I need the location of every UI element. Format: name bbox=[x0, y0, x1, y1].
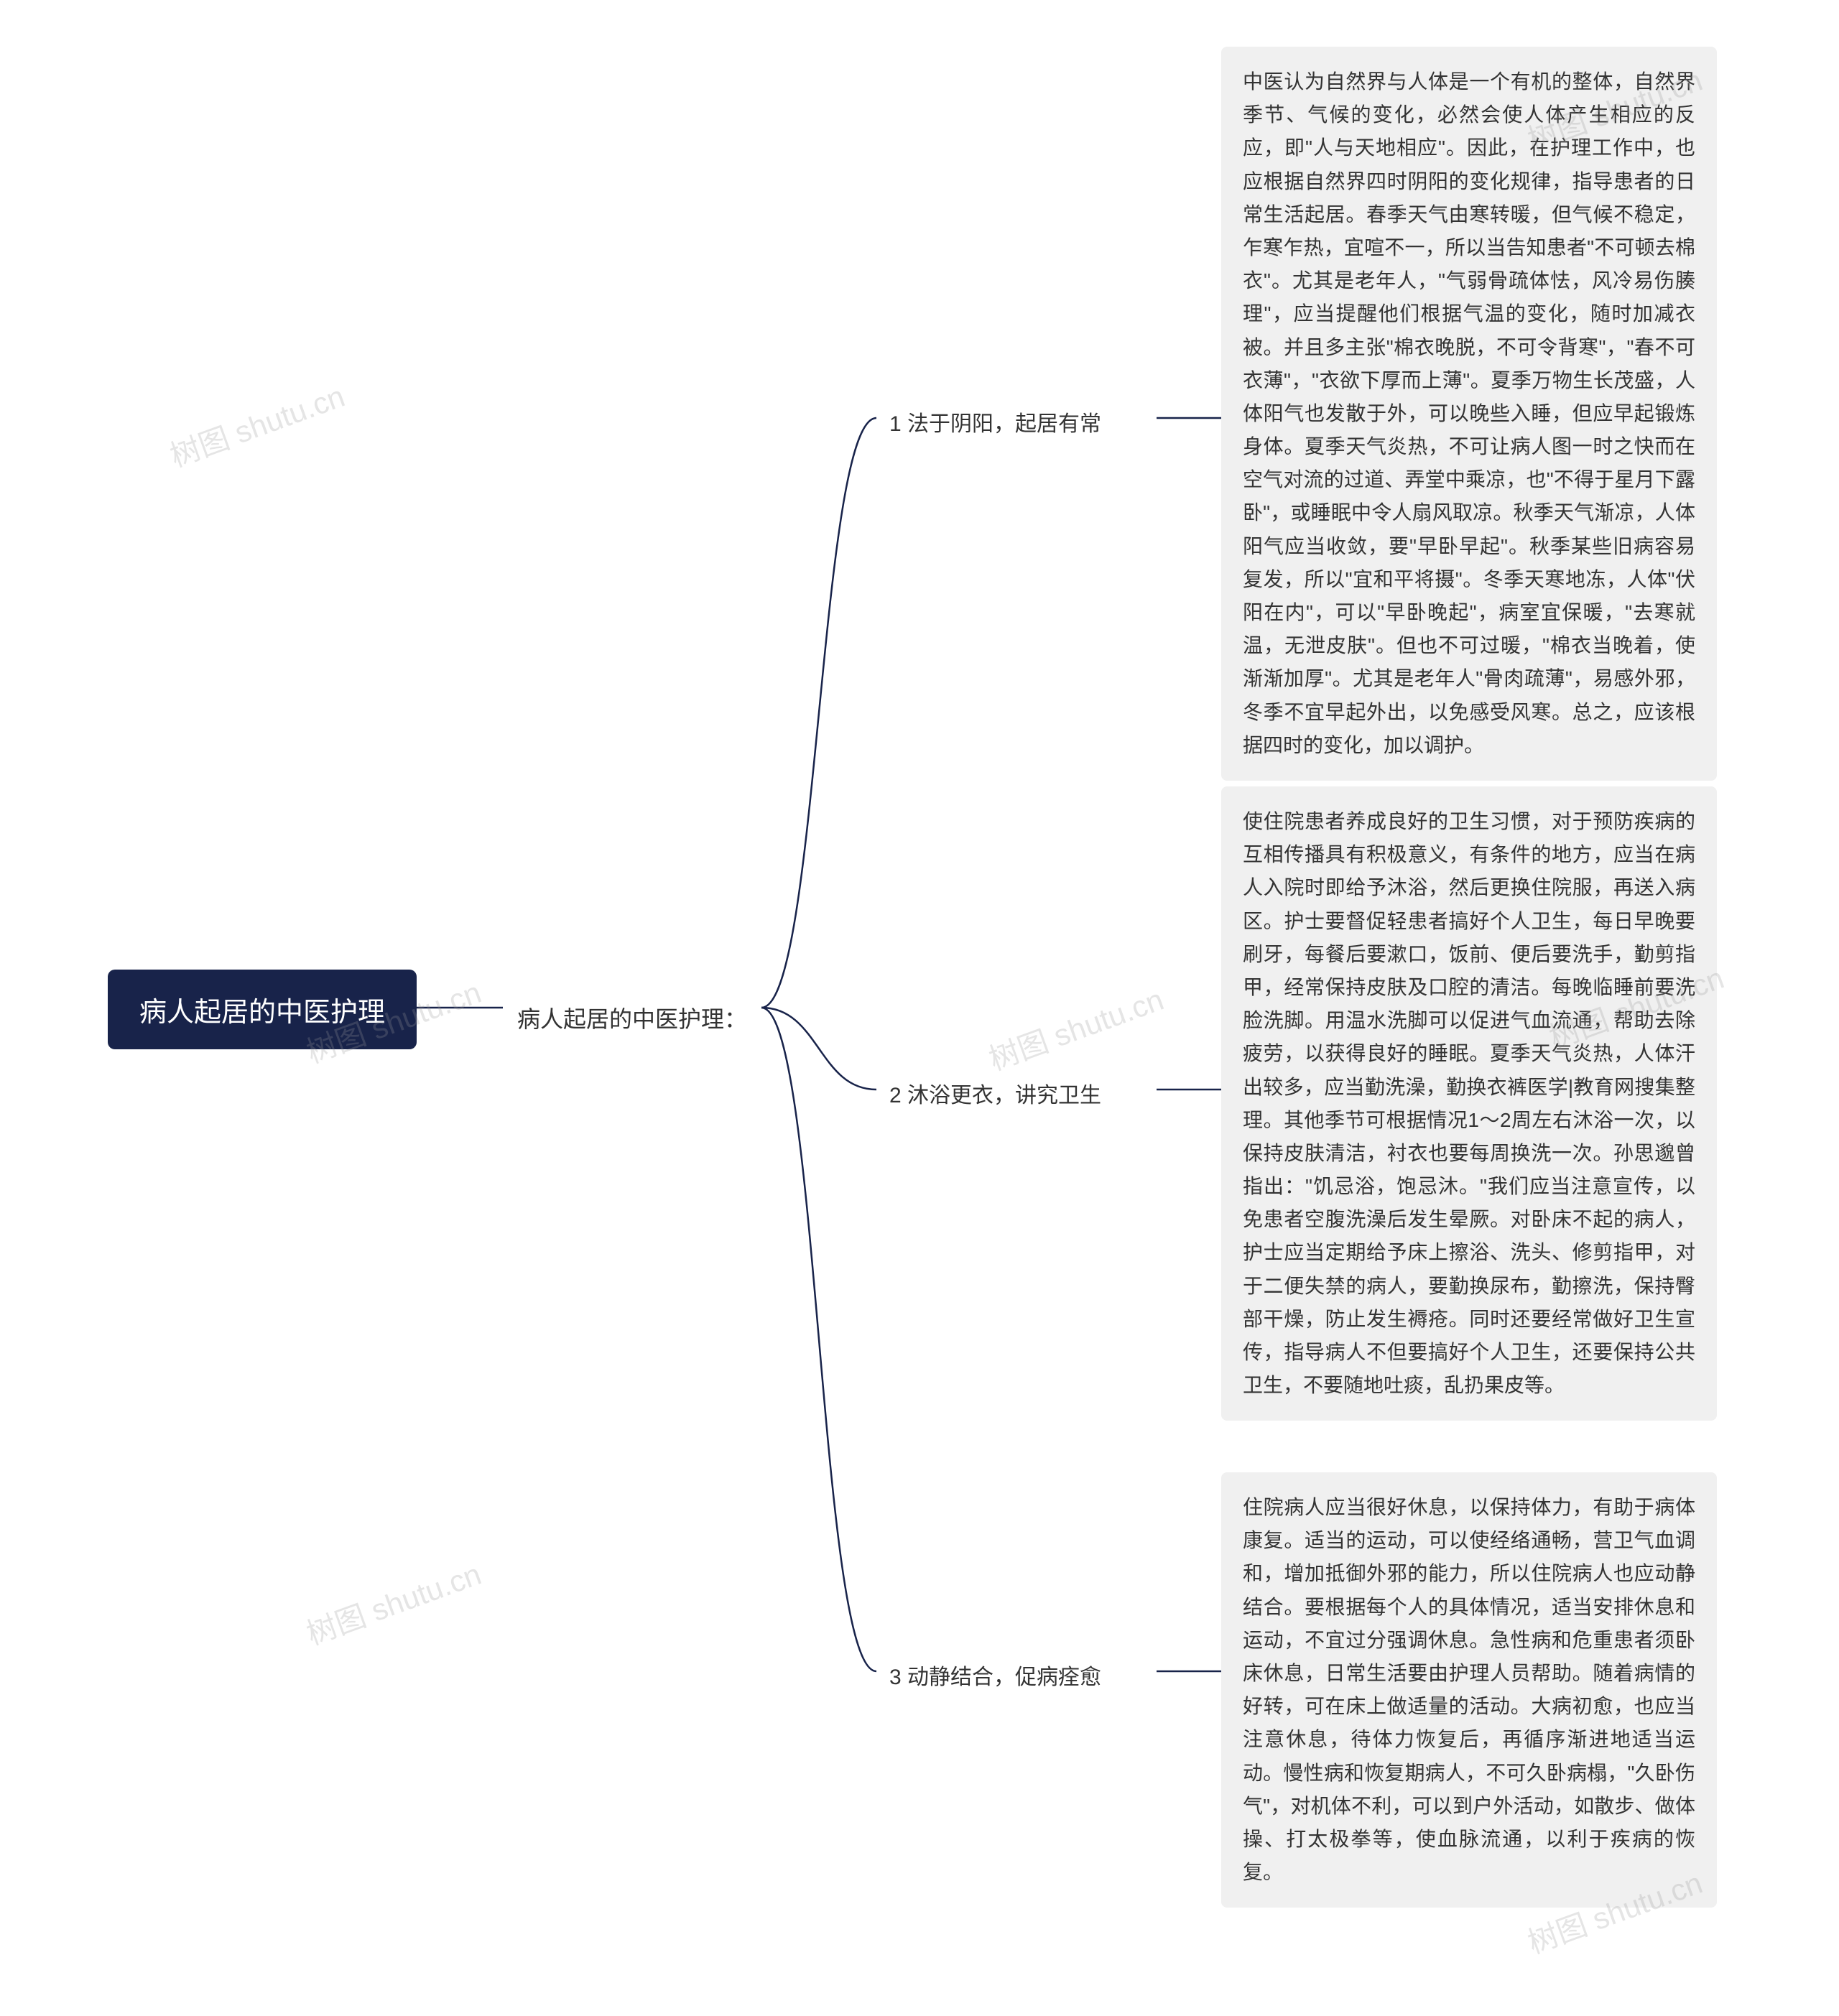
branch-1-content: 中医认为自然界与人体是一个有机的整体，自然界季节、气候的变化，必然会使人体产生相… bbox=[1221, 47, 1717, 781]
mindmap-root: 病人起居的中医护理 bbox=[108, 970, 417, 1049]
branch-2-content: 使住院患者养成良好的卫生习惯，对于预防疾病的互相传播具有积极意义，有条件的地方，… bbox=[1221, 786, 1717, 1421]
watermark: 树图 shutu.cn bbox=[163, 372, 350, 475]
branch-3-title: 3 动静结合，促病痊愈 bbox=[876, 1652, 1114, 1698]
watermark: 树图 shutu.cn bbox=[300, 1550, 486, 1653]
mindmap-level2: 病人起居的中医护理： bbox=[503, 993, 761, 1043]
branch-1-title: 1 法于阴阳，起居有常 bbox=[876, 399, 1114, 445]
branch-3-content: 住院病人应当很好休息，以保持体力，有助于病体康复。适当的运动，可以使经络通畅，营… bbox=[1221, 1472, 1717, 1908]
branch-2-title: 2 沐浴更衣，讲究卫生 bbox=[876, 1070, 1114, 1116]
watermark: 树图 shutu.cn bbox=[982, 975, 1169, 1079]
